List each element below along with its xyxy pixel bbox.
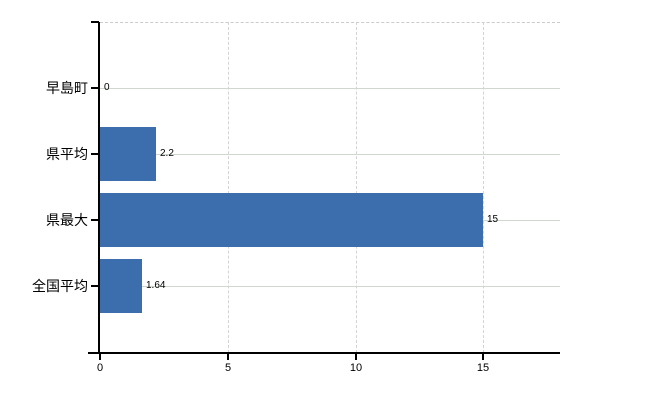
bar-value-label: 15 bbox=[487, 214, 499, 225]
x-axis-tick bbox=[227, 354, 229, 360]
bar-value-label: 2.2 bbox=[160, 148, 174, 159]
bar bbox=[100, 127, 156, 181]
x-axis-tick bbox=[355, 354, 357, 360]
x-axis-tick bbox=[99, 354, 101, 360]
y-axis-tick bbox=[91, 153, 99, 155]
gridline-vertical bbox=[356, 22, 357, 353]
plot-top-border bbox=[100, 22, 560, 23]
y-axis-tick bbox=[91, 87, 99, 89]
gridline-vertical bbox=[228, 22, 229, 353]
gridline-horizontal bbox=[100, 154, 560, 155]
x-axis-tick bbox=[482, 354, 484, 360]
category-label: 県平均 bbox=[46, 146, 88, 162]
gridline-horizontal bbox=[100, 88, 560, 89]
bar bbox=[100, 259, 142, 313]
y-axis-tick bbox=[91, 219, 99, 221]
category-label: 早島町 bbox=[46, 80, 88, 96]
bar-value-label: 1.64 bbox=[146, 280, 166, 291]
x-tick-label: 0 bbox=[96, 362, 104, 374]
x-tick-label: 5 bbox=[224, 362, 232, 374]
x-tick-label: 10 bbox=[349, 362, 363, 374]
gridline-vertical bbox=[483, 22, 484, 353]
y-axis-tick bbox=[91, 285, 99, 287]
y-axis-tick bbox=[91, 21, 99, 23]
x-axis-line bbox=[88, 352, 560, 354]
category-label: 県最大 bbox=[46, 212, 88, 228]
gridline-horizontal bbox=[100, 286, 560, 287]
y-axis-line bbox=[98, 22, 100, 353]
category-label: 全国平均 bbox=[32, 278, 88, 294]
bar bbox=[100, 193, 483, 247]
bar-value-label: 0 bbox=[104, 82, 110, 93]
x-tick-label: 15 bbox=[476, 362, 490, 374]
